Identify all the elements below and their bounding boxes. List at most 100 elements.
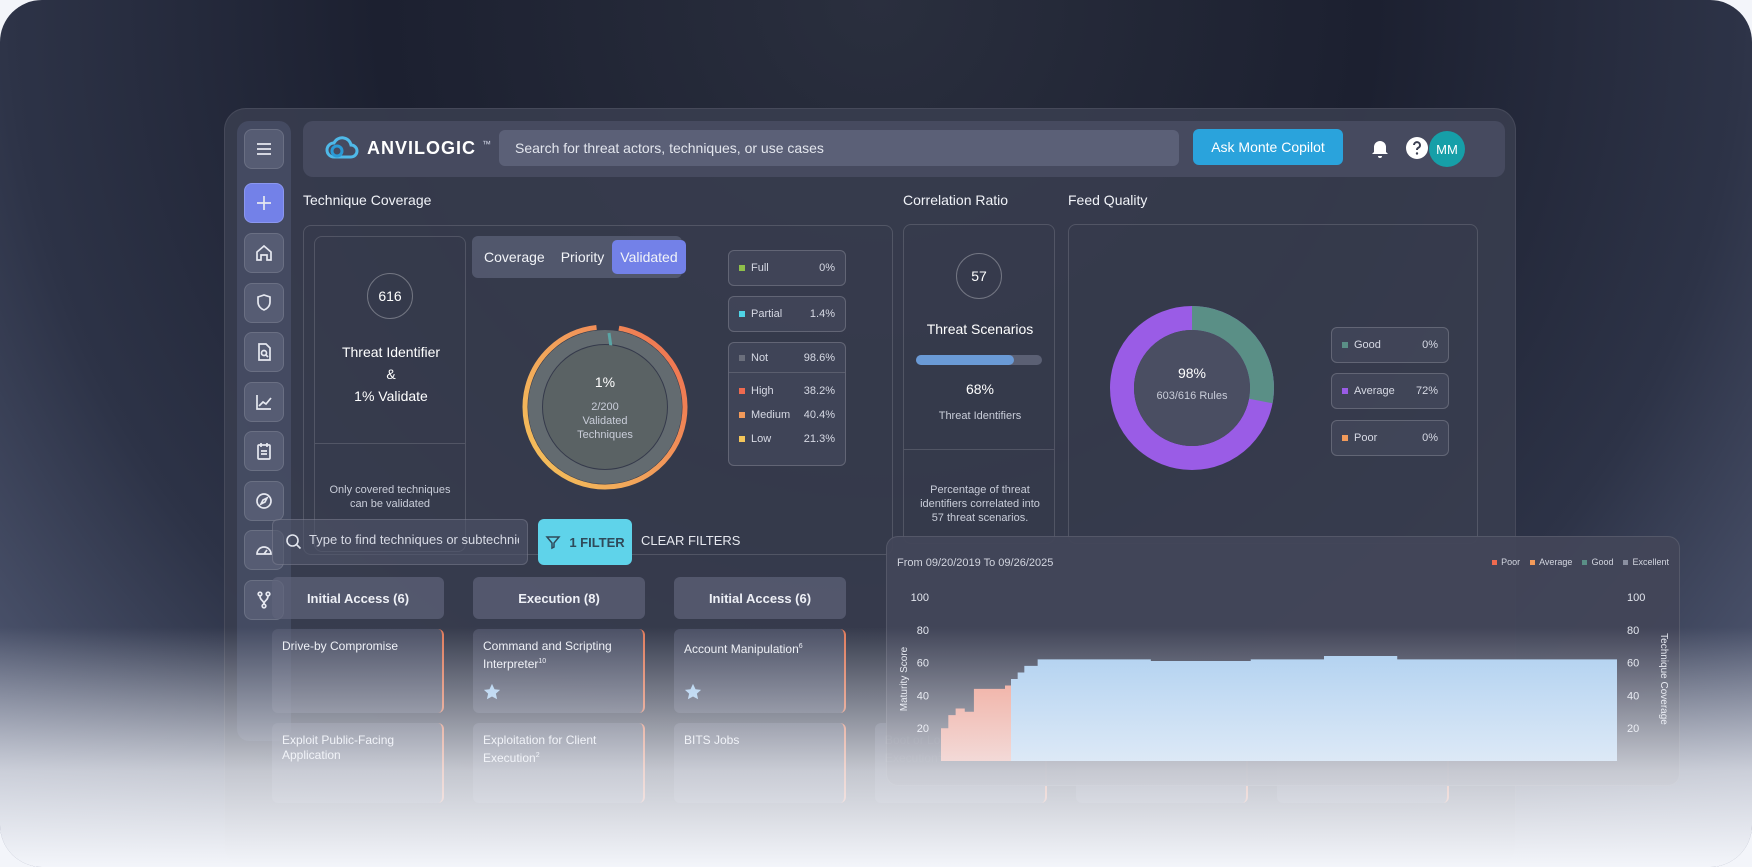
tab-priority[interactable]: Priority <box>560 249 605 265</box>
legend-value: 0% <box>1422 432 1438 444</box>
chart-legend-swatch <box>1623 559 1629 565</box>
legend-value: 1.4% <box>809 308 835 320</box>
legend-full: Full 0% <box>728 250 846 286</box>
y2-tick-label: 60 <box>1627 658 1639 670</box>
legend-poor: Poor 0% <box>1331 420 1449 456</box>
feed-quality-title: Feed Quality <box>1068 192 1148 208</box>
star-icon[interactable] <box>684 683 702 705</box>
menu-icon[interactable] <box>244 129 284 169</box>
technique-card[interactable]: Account Manipulation6 <box>674 629 846 713</box>
chart-legend-item: Excellent <box>1623 557 1669 567</box>
ask-copilot-button[interactable]: Ask Monte Copilot <box>1193 129 1343 165</box>
legend-value: 0% <box>1422 339 1438 351</box>
column-header[interactable]: Initial Access (6) <box>272 577 444 619</box>
donut-center-value: 1% <box>594 374 616 390</box>
donut-sub-label-2: Techniques <box>577 429 633 441</box>
home-icon[interactable] <box>244 233 284 273</box>
technique-card[interactable]: Drive-by Compromise <box>272 629 444 713</box>
legend-label: Full <box>751 262 769 274</box>
global-search-input[interactable] <box>499 130 1179 166</box>
chart-legend-label: Excellent <box>1632 557 1669 567</box>
threat-identifier-amp: & <box>386 366 396 382</box>
correlation-ratio-title: Correlation Ratio <box>903 192 1009 208</box>
chart-legend-swatch <box>1530 559 1536 565</box>
correlation-progress <box>916 355 1042 365</box>
technique-card[interactable]: BITS Jobs <box>674 723 846 803</box>
legend-poor-swatch <box>1342 435 1348 441</box>
legend-medium-swatch <box>739 412 745 418</box>
coverage-tabs: Coverage Priority Validated <box>472 236 686 278</box>
bell-icon[interactable] <box>1367 135 1393 161</box>
legend-label: Not <box>751 351 769 364</box>
technique-card[interactable]: Exploit Public-Facing Application <box>272 723 444 803</box>
logo[interactable]: ANVILOGIC ™ <box>325 135 491 161</box>
y-tick-label: 60 <box>917 658 929 670</box>
technique-search-input[interactable] <box>309 532 519 547</box>
sidebar <box>237 121 291 741</box>
technique-name: Drive-by Compromise <box>282 639 399 653</box>
technique-name: Exploitation for Client Execution <box>483 733 597 765</box>
legend-not-swatch <box>739 354 745 361</box>
correlation-percent: 68% <box>965 381 995 397</box>
technique-coverage-panel: 616 Threat Identifier & 1% Validate Only… <box>303 225 893 555</box>
chart-line-icon[interactable] <box>244 382 284 422</box>
help-icon[interactable] <box>1404 135 1430 161</box>
tab-coverage[interactable]: Coverage <box>484 249 545 265</box>
legend-good: Good 0% <box>1331 327 1449 363</box>
legend-value: 0% <box>819 262 835 274</box>
search-icon <box>286 534 302 550</box>
y-axis-label: Maturity Score <box>899 646 910 711</box>
clear-filters-button[interactable]: CLEAR FILTERS <box>641 533 741 548</box>
area-series-1 <box>1011 656 1617 761</box>
technique-name: BITS Jobs <box>684 733 740 747</box>
chart-title: From 09/20/2019 To 09/26/2025 <box>897 557 1054 569</box>
y2-tick-label: 40 <box>1627 690 1639 702</box>
feed-quality-percent: 98% <box>1177 365 1207 381</box>
y2-axis-label: Technique Coverage <box>1658 633 1669 725</box>
app-window: ANVILOGIC ™ Ask Monte Copilot MM Techniq… <box>224 108 1516 867</box>
area-series-0 <box>941 685 1011 761</box>
legend-low-swatch <box>739 436 745 442</box>
legend-average-swatch <box>1342 388 1348 394</box>
technique-count: 2 <box>535 752 540 759</box>
technique-search[interactable] <box>272 519 528 565</box>
technique-card[interactable]: Exploitation for Client Execution2 <box>473 723 645 803</box>
legend-label: High <box>751 385 774 397</box>
threat-identifier-card: 616 Threat Identifier & 1% Validate Only… <box>314 236 466 552</box>
filter-button-label: 1 FILTER <box>569 534 625 550</box>
star-icon[interactable] <box>483 683 501 705</box>
technique-card[interactable]: Command and Scripting Interpreter10 <box>473 629 645 713</box>
filter-button[interactable]: 1 FILTER <box>538 519 632 565</box>
legend-average: Average 72% <box>1331 373 1449 409</box>
column-header[interactable]: Initial Access (6) <box>674 577 846 619</box>
legend-label: Good <box>1354 339 1381 351</box>
legend-value: 72% <box>1415 385 1438 397</box>
column-header[interactable]: Execution (8) <box>473 577 645 619</box>
legend-good-swatch <box>1342 342 1348 348</box>
validate-note: Only covered techniques can be validated <box>329 484 451 510</box>
legend-partial: Partial 1.4% <box>728 296 846 332</box>
document-search-icon[interactable] <box>244 332 284 372</box>
correlation-sublabel: Threat Identifiers <box>938 410 1022 422</box>
validated-donut-chart <box>522 324 688 490</box>
technique-count: 10 <box>538 658 547 665</box>
legend-label: Partial <box>751 308 783 320</box>
avatar[interactable]: MM <box>1429 131 1465 167</box>
tab-validated[interactable]: Validated <box>612 240 686 274</box>
compass-icon[interactable] <box>244 481 284 521</box>
chart-legend-item: Average <box>1530 557 1572 567</box>
cloud-logo-icon <box>325 136 359 159</box>
clipboard-icon[interactable] <box>244 431 284 471</box>
feed-quality-panel: 98% 603/616 Rules Good 0% Average 72% Poor… <box>1068 224 1478 544</box>
plus-icon[interactable] <box>244 183 284 223</box>
legend-priority: Not 98.6% High 38.2% Medium 40.4% Low 21.3% <box>728 342 846 466</box>
y-tick-label: 80 <box>917 625 929 637</box>
legend-label: Average <box>1354 385 1395 397</box>
shield-icon[interactable] <box>244 283 284 323</box>
technique-coverage-title: Technique Coverage <box>303 192 432 208</box>
threat-scenarios-count: 57 <box>956 253 1002 299</box>
donut-sub-label: Validated <box>582 415 628 427</box>
technique-name: Exploit Public-Facing Application <box>282 733 395 762</box>
y2-tick-label: 80 <box>1627 625 1639 637</box>
